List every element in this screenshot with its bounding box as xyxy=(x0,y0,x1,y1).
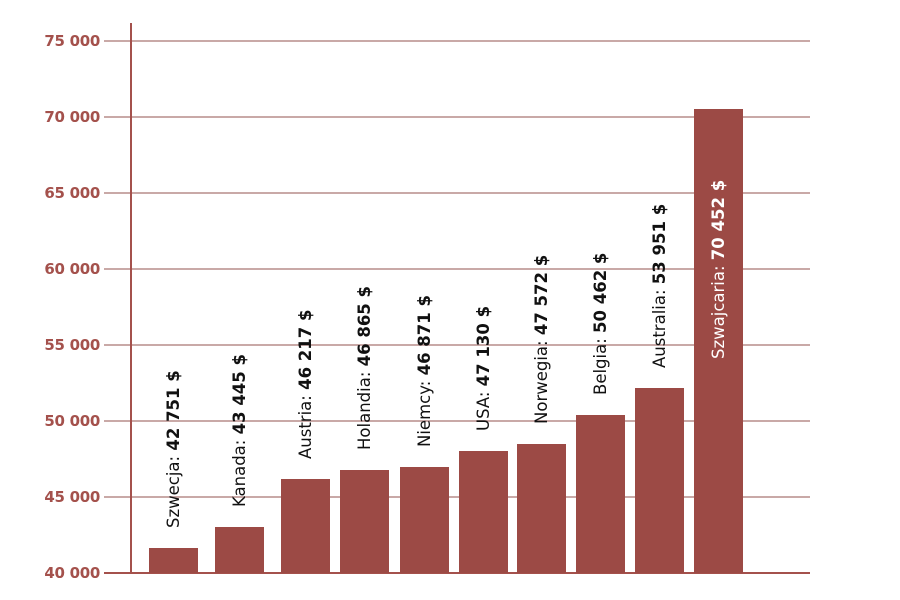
bar-niemcy xyxy=(400,467,449,573)
gridline xyxy=(104,192,810,194)
bar-kanada xyxy=(215,527,264,573)
gridline xyxy=(104,420,810,422)
data-label-norwegia: Norwegia: 47 572 $ xyxy=(532,255,552,424)
bar-szwajcaria xyxy=(694,109,743,573)
data-label-value: 46 871 $ xyxy=(414,295,434,376)
data-label-country: Szwajcaria: xyxy=(708,260,728,359)
data-label-niemcy: Niemcy: 46 871 $ xyxy=(415,295,435,447)
y-tick-label: 45 000 xyxy=(44,488,100,506)
y-tick-label: 55 000 xyxy=(44,336,100,354)
x-axis-baseline xyxy=(104,572,810,574)
bar-usa xyxy=(459,451,508,573)
bar-austria xyxy=(281,479,330,573)
y-tick-label: 50 000 xyxy=(44,412,100,430)
data-label-holandia: Holandia: 46 865 $ xyxy=(355,286,375,450)
data-label-value: 70 452 $ xyxy=(708,179,728,261)
data-label-value: 50 462 $ xyxy=(590,252,610,333)
data-label-szwajcaria: Szwajcaria: 70 452 $ xyxy=(709,180,729,359)
data-label-value: 47 130 $ xyxy=(473,305,493,387)
gridline xyxy=(104,496,810,498)
data-label-country: USA: xyxy=(473,386,493,431)
data-label-kanada: Kanada: 43 445 $ xyxy=(230,354,250,507)
bar-norwegia xyxy=(517,444,566,573)
data-label-belgia: Belgia: 50 462 $ xyxy=(591,253,611,395)
y-tick-label: 60 000 xyxy=(44,260,100,278)
gridline xyxy=(104,40,810,42)
data-label-country: Belgia: xyxy=(590,332,610,395)
y-tick-label: 75 000 xyxy=(44,32,100,50)
data-label-value: 46 865 $ xyxy=(354,285,374,367)
data-label-country: Holandia: xyxy=(354,366,374,450)
data-label-country: Norwegia: xyxy=(531,335,551,424)
bar-szwecja xyxy=(149,548,198,573)
bar-holandia xyxy=(340,470,389,573)
data-label-country: Australia: xyxy=(649,284,669,368)
data-label-value: 53 951 $ xyxy=(649,203,669,285)
data-label-usa: USA: 47 130 $ xyxy=(474,306,494,431)
bar-belgia xyxy=(576,415,625,573)
data-label-country: Szwecja: xyxy=(163,450,183,528)
data-label-country: Kanada: xyxy=(229,434,249,507)
y-tick-label: 70 000 xyxy=(44,108,100,126)
data-label-value: 43 445 $ xyxy=(229,354,249,435)
data-label-austria: Austria: 46 217 $ xyxy=(296,310,316,459)
y-tick-label: 65 000 xyxy=(44,184,100,202)
data-label-value: 47 572 $ xyxy=(531,254,551,336)
gridline xyxy=(104,116,810,118)
data-label-value: 46 217 $ xyxy=(295,309,315,390)
bar-australia xyxy=(635,388,684,573)
data-label-australia: Australia: 53 951 $ xyxy=(650,204,670,368)
y-tick-label: 40 000 xyxy=(44,564,100,582)
data-label-country: Austria: xyxy=(295,389,315,459)
gridline xyxy=(104,344,810,346)
gridline xyxy=(104,268,810,270)
data-label-value: 42 751 $ xyxy=(163,370,183,451)
data-label-szwecja: Szwecja: 42 751 $ xyxy=(164,370,184,528)
data-label-country: Niemcy: xyxy=(414,375,434,447)
y-axis-line xyxy=(130,23,132,573)
